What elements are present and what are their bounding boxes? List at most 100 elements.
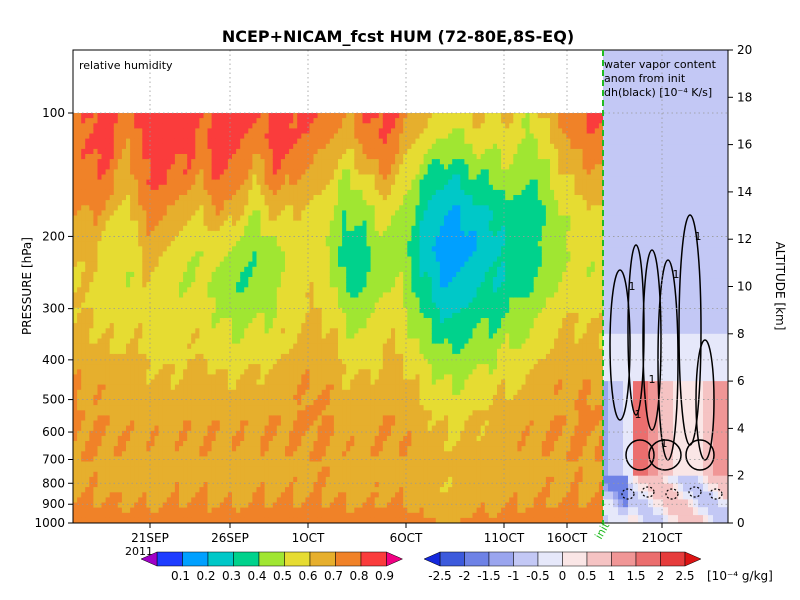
rh-cell	[109, 118, 115, 124]
rh-cell	[134, 189, 139, 196]
rh-cell	[105, 123, 111, 129]
rh-cell	[154, 410, 160, 416]
rh-cell	[215, 323, 221, 329]
rh-cell	[174, 246, 180, 252]
rh-cell	[162, 497, 168, 504]
rh-cell	[105, 476, 111, 483]
rh-cell	[276, 430, 282, 437]
rh-cell	[93, 230, 99, 237]
rh-cell	[174, 359, 180, 365]
rh-cell	[236, 451, 241, 457]
rh-cell	[179, 369, 184, 375]
rh-cell	[293, 451, 298, 457]
rh-cell	[158, 164, 164, 170]
rh-cell	[256, 517, 262, 523]
rh-cell	[309, 369, 315, 375]
rh-cell	[105, 236, 111, 242]
rh-cell	[170, 123, 176, 129]
rh-cell	[297, 384, 302, 391]
rh-cell	[97, 164, 103, 170]
rh-cell	[166, 200, 172, 206]
rh-cell	[158, 174, 164, 181]
rh-cell	[268, 277, 274, 283]
rh-cell	[89, 497, 94, 504]
rh-cell	[191, 195, 196, 201]
rh-cell	[260, 307, 266, 314]
rh-cell	[293, 441, 298, 447]
rh-cell	[207, 369, 213, 375]
rh-cell	[97, 384, 103, 391]
rh-cell	[109, 379, 115, 386]
rh-cell	[191, 343, 196, 350]
rh-cell	[203, 113, 209, 119]
rh-cell	[93, 415, 99, 422]
rh-cell	[105, 113, 111, 119]
rh-cell	[305, 179, 311, 186]
rh-cell	[170, 148, 176, 155]
rh-cell	[150, 394, 156, 401]
rh-cell	[219, 425, 225, 432]
rh-cell	[191, 246, 196, 252]
rh-cell	[81, 159, 86, 165]
rh-cell	[272, 225, 278, 232]
rh-cell	[301, 333, 306, 340]
rh-cell	[309, 277, 315, 283]
rh-cell	[179, 277, 184, 283]
rh-cell	[93, 195, 99, 201]
rh-cell	[321, 502, 327, 509]
rh-cell	[183, 128, 188, 135]
rh-cell	[276, 205, 282, 211]
rh-cell	[105, 282, 111, 288]
rh-cell	[105, 200, 111, 206]
rh-cell	[211, 179, 217, 186]
rh-cell	[97, 261, 103, 268]
rh-cell	[93, 113, 99, 119]
rh-cell	[293, 343, 298, 350]
rh-cell	[248, 512, 253, 519]
rh-cell	[268, 292, 274, 299]
rh-cell	[203, 256, 209, 263]
rh-cell	[285, 348, 290, 355]
rh-cell	[244, 143, 249, 150]
rh-cell	[313, 189, 319, 196]
rh-cell	[211, 400, 217, 406]
rh-cell	[174, 492, 180, 498]
rh-cell	[93, 133, 99, 140]
rh-cell	[240, 415, 245, 422]
rh-cell	[146, 425, 152, 432]
rh-cell	[183, 441, 188, 447]
rh-cell	[264, 174, 270, 181]
rh-cell	[317, 394, 323, 401]
rh-cell	[191, 261, 196, 268]
rh-cell	[134, 359, 139, 365]
rh-cell	[293, 210, 298, 217]
rh-cell	[105, 517, 111, 523]
rh-cell	[203, 287, 209, 293]
rh-cell	[272, 277, 278, 283]
rh-cell	[73, 292, 78, 299]
rh-cell	[113, 123, 119, 129]
rh-cell	[187, 430, 192, 437]
rh-cell	[199, 189, 205, 196]
rh-cell	[187, 405, 192, 411]
rh-cell	[232, 466, 237, 473]
rh-cell	[73, 241, 78, 247]
rh-cell	[150, 420, 156, 427]
rh-cell	[138, 189, 143, 196]
rh-cell	[203, 154, 209, 160]
rh-cell	[215, 446, 221, 452]
rh-cell	[285, 205, 290, 211]
rh-cell	[174, 461, 180, 468]
rh-cell	[317, 502, 323, 509]
rh-cell	[313, 446, 319, 452]
rh-cell	[138, 302, 143, 309]
rh-cell	[162, 318, 168, 324]
rh-cell	[236, 220, 241, 227]
rh-cell	[101, 215, 107, 222]
rh-cell	[179, 184, 184, 191]
rh-cell	[252, 461, 258, 468]
rh-cell	[215, 405, 221, 411]
rh-cell	[211, 466, 217, 473]
rh-cell	[272, 159, 278, 165]
rh-cell	[264, 502, 270, 509]
